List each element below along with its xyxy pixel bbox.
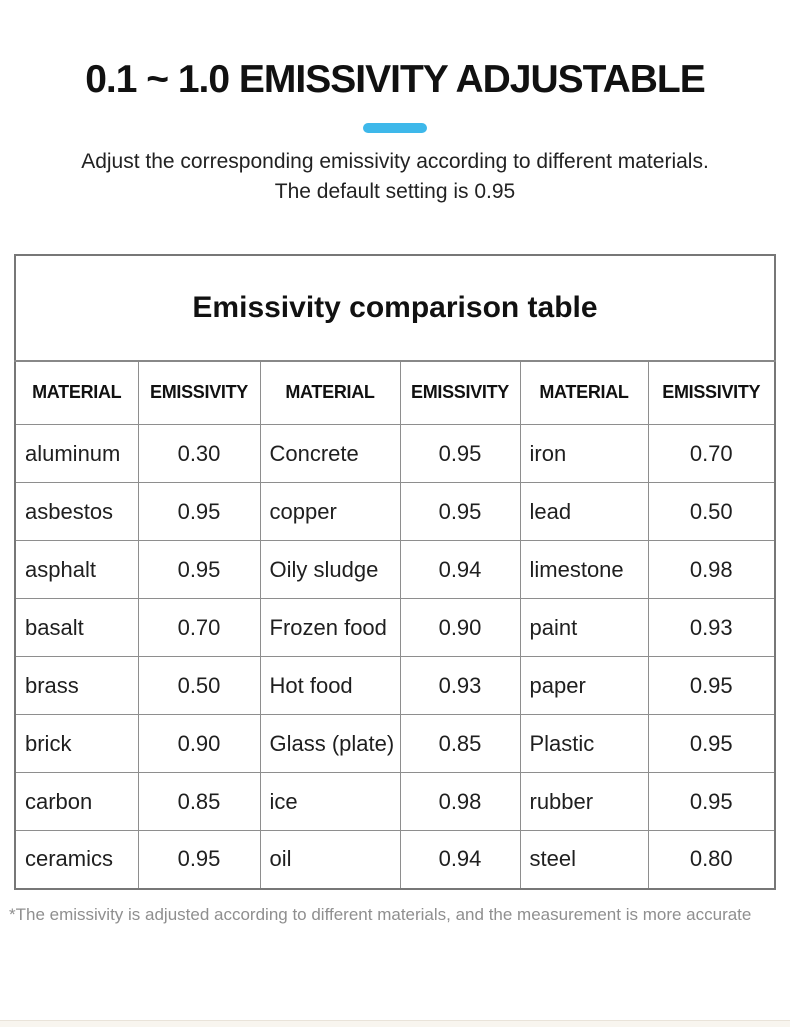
emissivity-value-cell: 0.95 (399, 482, 521, 542)
material-cell: basalt (14, 598, 139, 658)
emissivity-value-cell: 0.70 (137, 598, 261, 658)
material-cell: carbon (14, 772, 139, 832)
table-row: brick 0.90 Glass (plate) 0.85 Plastic 0.95 (14, 714, 776, 774)
subtitle: Adjust the corresponding emissivity acco… (0, 147, 790, 207)
material-cell: rubber (519, 772, 649, 832)
material-cell: brick (14, 714, 139, 774)
table-body: aluminum 0.30 Concrete 0.95 iron 0.70 asbestos… (14, 424, 776, 890)
emissivity-value-cell: 0.95 (647, 714, 776, 774)
table-header-row: MATERIAL EMISSIVITY MATERIAL EMISSIVITY … (14, 360, 776, 426)
material-cell: Glass (plate) (259, 714, 401, 774)
emissivity-value-cell: 0.80 (647, 830, 776, 890)
table-row: brass 0.50 Hot food 0.93 paper 0.95 (14, 656, 776, 716)
material-cell: Concrete (259, 424, 401, 484)
table-row: basalt 0.70 Frozen food 0.90 paint 0.93 (14, 598, 776, 658)
material-cell: copper (259, 482, 401, 542)
column-header-emissivity-1: EMISSIVITY (137, 360, 261, 426)
subtitle-line-1: Adjust the corresponding emissivity acco… (81, 150, 709, 173)
accent-bar (363, 123, 427, 133)
material-cell: oil (259, 830, 401, 890)
material-cell: ice (259, 772, 401, 832)
table-row: carbon 0.85 ice 0.98 rubber 0.95 (14, 772, 776, 832)
emissivity-value-cell: 0.85 (137, 772, 261, 832)
column-header-material-2: MATERIAL (259, 360, 401, 426)
material-cell: brass (14, 656, 139, 716)
emissivity-value-cell: 0.50 (647, 482, 776, 542)
emissivity-value-cell: 0.50 (137, 656, 261, 716)
column-header-emissivity-2: EMISSIVITY (399, 360, 521, 426)
emissivity-value-cell: 0.95 (647, 656, 776, 716)
emissivity-value-cell: 0.90 (137, 714, 261, 774)
emissivity-comparison-table: Emissivity comparison table MATERIAL EMI… (14, 253, 776, 890)
bottom-band (0, 1020, 790, 1027)
emissivity-value-cell: 0.93 (647, 598, 776, 658)
emissivity-value-cell: 0.85 (399, 714, 521, 774)
column-header-emissivity-3: EMISSIVITY (647, 360, 776, 426)
emissivity-value-cell: 0.95 (137, 830, 261, 890)
emissivity-value-cell: 0.90 (399, 598, 521, 658)
emissivity-value-cell: 0.95 (137, 540, 261, 600)
emissivity-value-cell: 0.95 (399, 424, 521, 484)
material-cell: iron (519, 424, 649, 484)
material-cell: paper (519, 656, 649, 716)
material-cell: Hot food (259, 656, 401, 716)
emissivity-value-cell: 0.93 (399, 656, 521, 716)
emissivity-value-cell: 0.30 (137, 424, 261, 484)
emissivity-value-cell: 0.94 (399, 830, 521, 890)
material-cell: paint (519, 598, 649, 658)
emissivity-value-cell: 0.98 (647, 540, 776, 600)
table-row: asphalt 0.95 Oily sludge 0.94 limestone 0.98 (14, 540, 776, 600)
table-row: asbestos 0.95 copper 0.95 lead 0.50 (14, 482, 776, 542)
material-cell: Frozen food (259, 598, 401, 658)
subtitle-line-2: The default setting is 0.95 (274, 179, 516, 203)
hero-section: 0.1 ~ 1.0 EMISSIVITY ADJUSTABLE Adjust t… (0, 0, 790, 207)
material-cell: Plastic (519, 714, 649, 774)
material-cell: asbestos (14, 482, 139, 542)
table-title-row: Emissivity comparison table (15, 254, 775, 362)
material-cell: aluminum (14, 424, 139, 484)
emissivity-value-cell: 0.98 (399, 772, 521, 832)
material-cell: ceramics (14, 830, 139, 890)
material-cell: steel (519, 830, 649, 890)
column-header-material-1: MATERIAL (14, 360, 139, 426)
column-header-material-3: MATERIAL (519, 360, 649, 426)
emissivity-value-cell: 0.95 (647, 772, 776, 832)
page-title: 0.1 ~ 1.0 EMISSIVITY ADJUSTABLE (85, 58, 706, 101)
material-cell: lead (519, 482, 649, 542)
material-cell: asphalt (14, 540, 139, 600)
material-cell: Oily sludge (259, 540, 401, 600)
emissivity-value-cell: 0.94 (399, 540, 521, 600)
footnote: *The emissivity is adjusted according to… (9, 904, 752, 924)
table-row: ceramics 0.95 oil 0.94 steel 0.80 (14, 830, 776, 890)
emissivity-value-cell: 0.95 (137, 482, 261, 542)
material-cell: limestone (519, 540, 649, 600)
emissivity-value-cell: 0.70 (647, 424, 776, 484)
table-row: aluminum 0.30 Concrete 0.95 iron 0.70 (14, 424, 776, 484)
table-title: Emissivity comparison table (15, 254, 775, 362)
